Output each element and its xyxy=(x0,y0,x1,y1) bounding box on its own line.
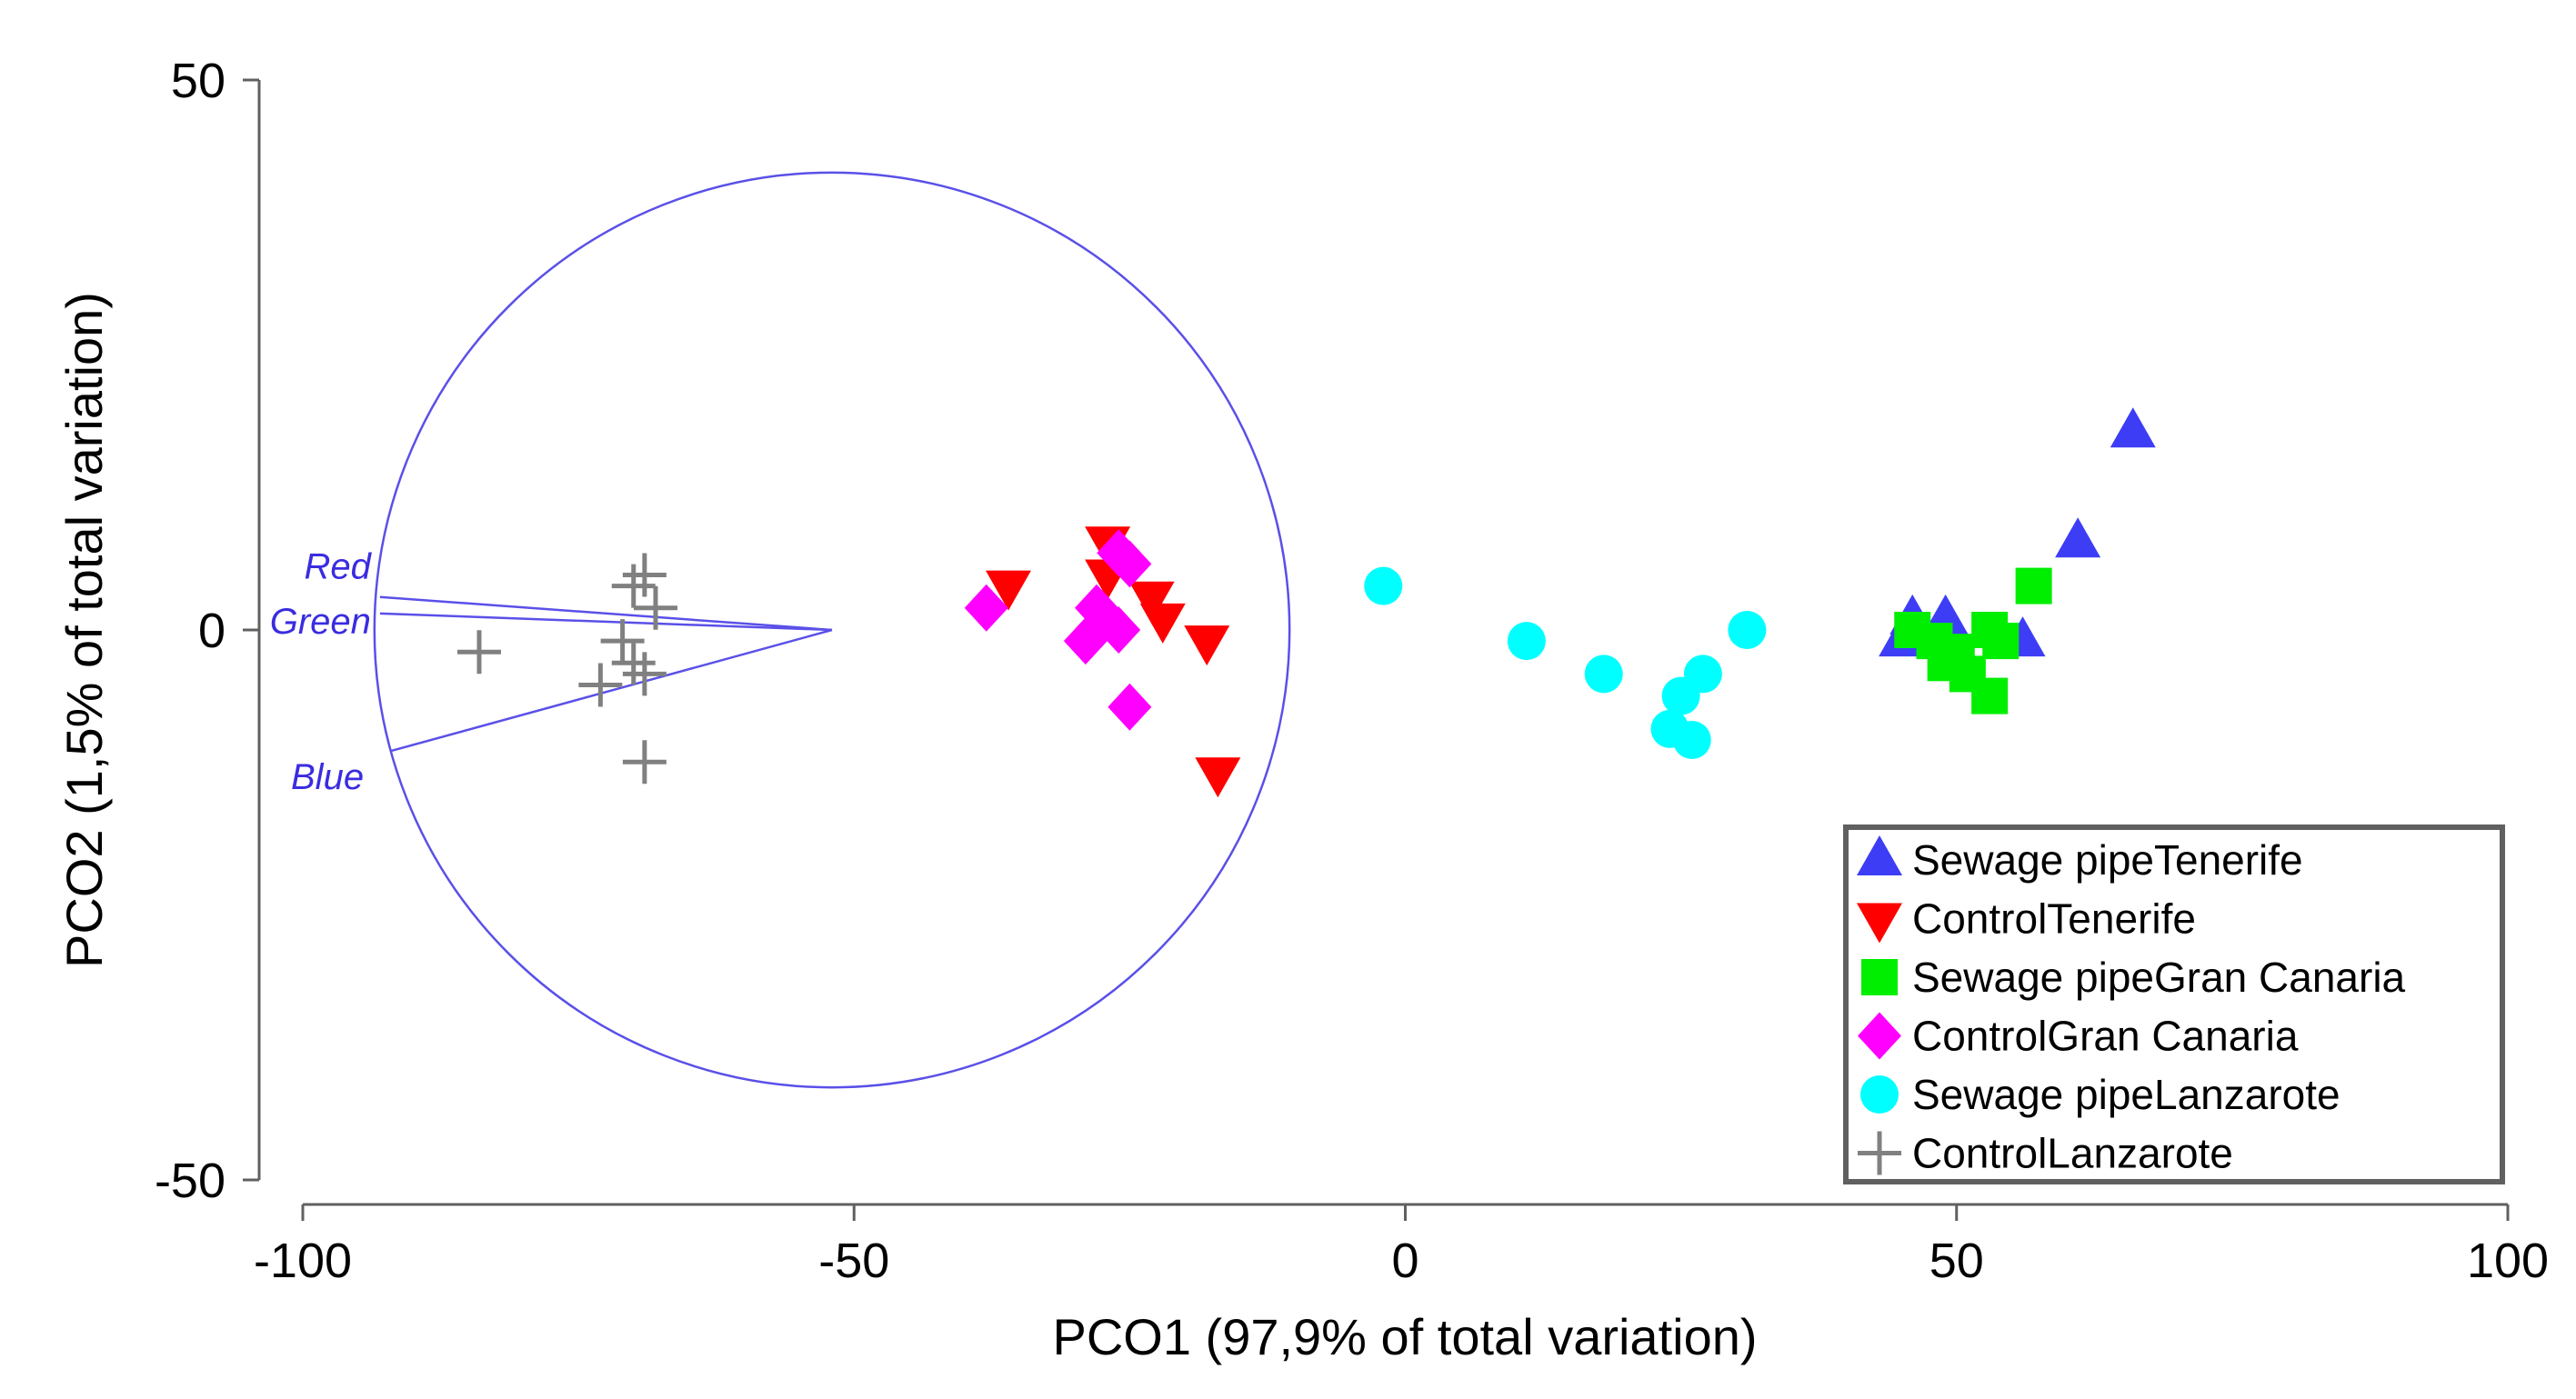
legend-label: Sewage pipeGran Canaria xyxy=(1912,954,2406,1001)
series-1 xyxy=(986,526,1241,798)
legend-frame xyxy=(1843,824,2505,1184)
x-tick-label: 0 xyxy=(1391,1234,1418,1288)
legend-marker xyxy=(1858,1012,1901,1060)
y-ticks: -50 0 50 xyxy=(155,54,259,1208)
data-point xyxy=(1184,625,1230,666)
data-point xyxy=(964,584,1008,632)
data-point xyxy=(1728,611,1767,649)
legend-label: Sewage pipeLanzarote xyxy=(1912,1071,2340,1118)
legend-label: ControlLanzarote xyxy=(1912,1130,2233,1177)
legend-marker xyxy=(1858,1131,1901,1175)
series-3 xyxy=(964,529,1152,731)
data-point xyxy=(578,663,623,707)
x-tick-label: 100 xyxy=(2467,1234,2549,1288)
plot-area: Red Green Blue xyxy=(270,171,2156,1089)
data-point xyxy=(457,630,501,675)
data-point xyxy=(1982,623,2020,660)
series-4 xyxy=(1364,566,1767,759)
data-point xyxy=(1971,677,2009,714)
data-point xyxy=(1507,622,1546,661)
data-point xyxy=(1661,676,1700,715)
data-point xyxy=(2015,567,2052,605)
vector-line-blue xyxy=(390,628,833,753)
data-point xyxy=(1108,683,1152,731)
vector-label-red: Red xyxy=(304,547,372,587)
data-point xyxy=(1139,603,1186,644)
legend-item: ControlLanzarote xyxy=(1858,1130,2233,1177)
legend: Sewage pipeTenerife ControlTenerife Sewage… xyxy=(1843,824,2505,1184)
data-point xyxy=(2110,407,2156,448)
legend-label: Sewage pipeTenerife xyxy=(1912,836,2303,884)
data-point xyxy=(622,553,667,597)
legend-item: Sewage pipeLanzarote xyxy=(1860,1071,2340,1118)
x-tick-label: -100 xyxy=(254,1234,352,1288)
data-point xyxy=(611,564,656,608)
legend-label: ControlGran Canaria xyxy=(1912,1013,2299,1060)
data-point xyxy=(1584,655,1623,694)
legend-item: ControlTenerife xyxy=(1857,895,2196,944)
data-point xyxy=(2055,517,2101,558)
data-point xyxy=(1108,540,1152,588)
vector-label-green: Green xyxy=(270,602,371,642)
series-2 xyxy=(1894,567,2052,714)
data-point xyxy=(1128,581,1175,622)
x-tick-label: 50 xyxy=(1929,1234,1984,1288)
vector-line-green xyxy=(379,612,833,632)
legend-marker xyxy=(1861,959,1898,995)
y-tick-label: 50 xyxy=(171,54,226,108)
legend-item: Sewage pipeGran Canaria xyxy=(1861,954,2406,1001)
vector-label-blue: Blue xyxy=(291,757,364,797)
y-axis-title: PCO2 (1,5% of total variation) xyxy=(55,292,113,968)
data-point xyxy=(611,641,656,685)
x-axis-title: PCO1 (97,9% of total variation) xyxy=(1052,1308,1757,1365)
data-point xyxy=(1195,757,1241,798)
correlation-circle xyxy=(373,171,1291,1089)
data-point xyxy=(1672,721,1711,759)
series-5 xyxy=(457,553,677,784)
legend-marker xyxy=(1860,1075,1899,1114)
data-point xyxy=(986,570,1031,611)
data-point xyxy=(1097,606,1141,654)
y-tick-label: 0 xyxy=(198,604,226,658)
legend-item: Sewage pipeTenerife xyxy=(1857,835,2303,884)
x-ticks: -100 -50 0 50 100 xyxy=(254,1204,2549,1288)
legend-marker xyxy=(1857,903,1902,944)
data-point xyxy=(622,652,667,696)
data-point xyxy=(622,740,667,784)
legend-item: ControlGran Canaria xyxy=(1858,1012,2299,1060)
data-point xyxy=(600,619,645,664)
data-point xyxy=(1063,617,1108,665)
data-point xyxy=(1927,645,1964,682)
data-point xyxy=(1364,566,1403,605)
data-point xyxy=(634,585,677,630)
x-tick-label: -50 xyxy=(818,1234,889,1288)
y-tick-label: -50 xyxy=(155,1154,226,1208)
legend-marker xyxy=(1857,835,1902,875)
legend-label: ControlTenerife xyxy=(1912,895,2196,943)
vector-line-red xyxy=(379,595,833,632)
